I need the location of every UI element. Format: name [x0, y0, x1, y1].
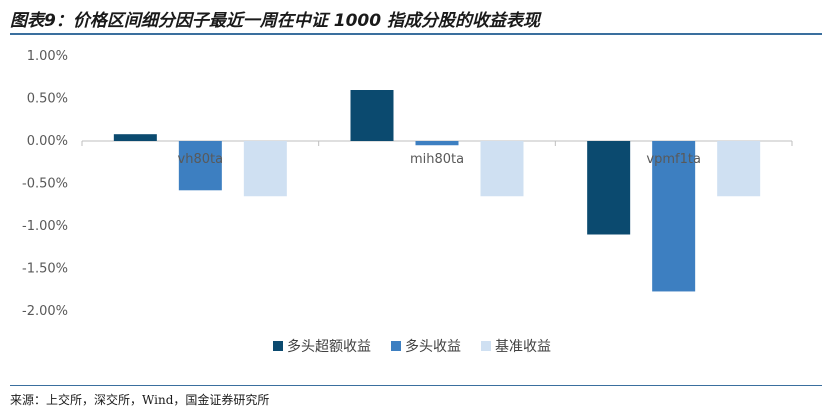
- title-rule: [10, 33, 822, 35]
- bars: [113, 90, 761, 292]
- y-tick-label: -1.50%: [22, 262, 68, 277]
- legend-label: 多头超额收益: [287, 338, 371, 355]
- y-tick-label: 0.50%: [27, 92, 68, 107]
- bar-vpmf1ta-series-2: [652, 141, 696, 292]
- bar-vpmf1ta-series-1: [587, 141, 631, 235]
- bar-mih80ta-series-2: [415, 141, 459, 146]
- category-labels: vh80ta mih80ta vpmf1ta: [178, 152, 701, 167]
- chart-title: 图表9：价格区间细分因子最近一周在中证 1000 指成分股的收益表现: [10, 11, 540, 31]
- y-axis: 1.00% 0.50% 0.00% -0.50% -1.00% -1.50% -2.00%: [22, 49, 68, 319]
- source-note: 来源：上交所，深交所，Wind，国金证券研究所: [10, 393, 270, 407]
- y-tick-label: 1.00%: [27, 49, 68, 64]
- legend-swatch: [273, 341, 283, 351]
- legend-swatch: [481, 341, 491, 351]
- y-tick-label: 0.00%: [27, 134, 68, 149]
- y-tick-label: -1.00%: [22, 219, 68, 234]
- bar-vpmf1ta-series-3: [717, 141, 761, 197]
- source-rule: [10, 385, 822, 386]
- category-label: mih80ta: [410, 152, 464, 167]
- y-tick-label: -0.50%: [22, 177, 68, 192]
- category-label: vpmf1ta: [646, 152, 701, 167]
- legend: 多头超额收益 多头收益 基准收益: [273, 338, 551, 355]
- bar-vh80ta-series-1: [113, 134, 157, 141]
- legend-label: 多头收益: [405, 338, 461, 355]
- bar-vh80ta-series-3: [243, 141, 287, 197]
- legend-swatch: [391, 341, 401, 351]
- y-tick-label: -2.00%: [22, 304, 68, 319]
- bar-vh80ta-series-2: [178, 141, 222, 191]
- bar-mih80ta-series-1: [350, 90, 394, 141]
- legend-label: 基准收益: [495, 338, 551, 355]
- category-label: vh80ta: [178, 152, 224, 167]
- bar-mih80ta-series-3: [480, 141, 524, 197]
- bar-chart: 1.00%0.50%0.00%-0.50%-1.00%-1.50%-2.00% …: [22, 49, 793, 355]
